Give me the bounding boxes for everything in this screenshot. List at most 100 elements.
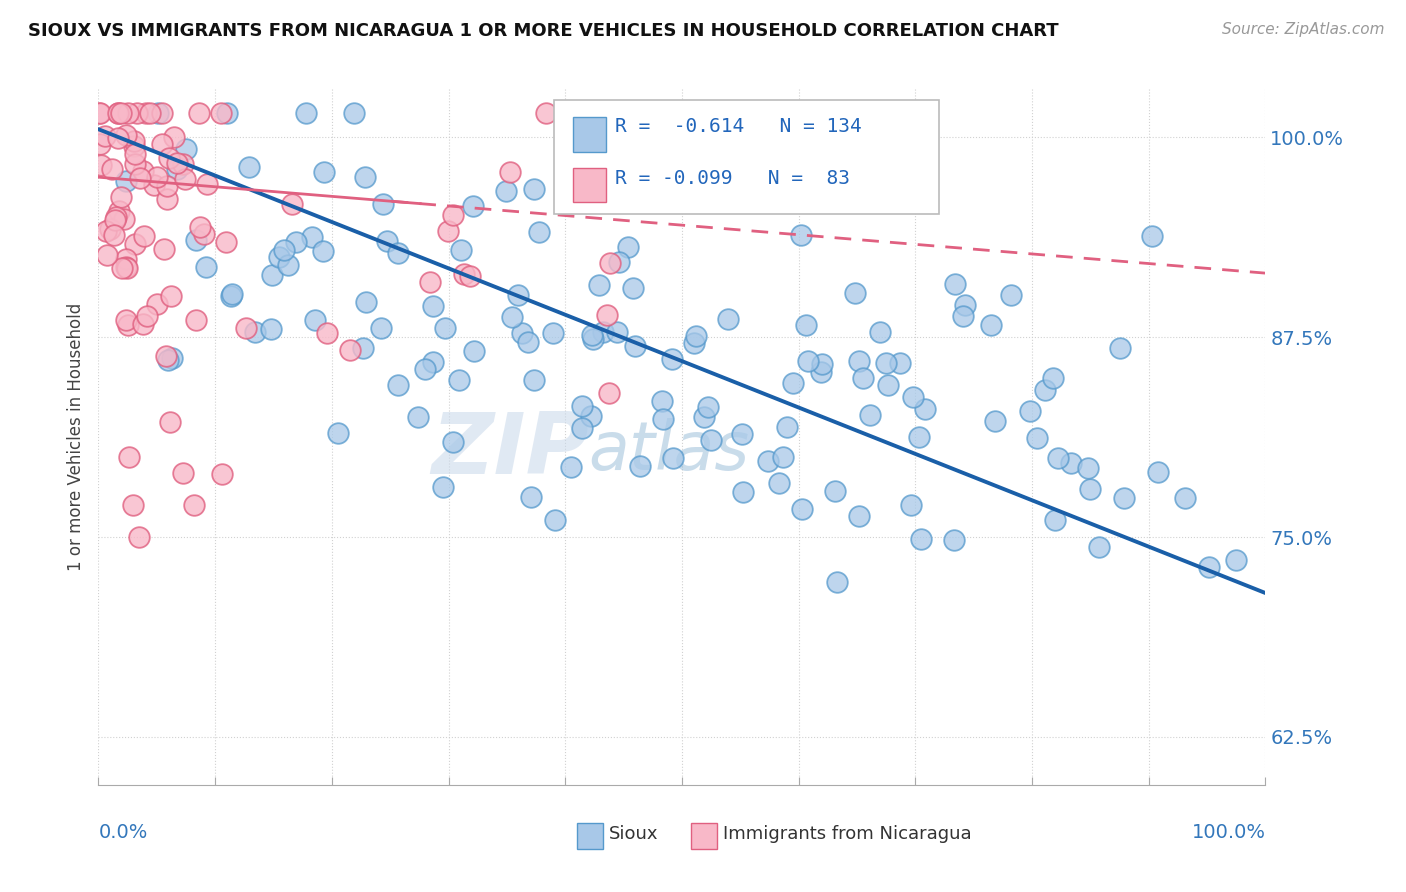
- Point: [811, 357, 834, 371]
- Point: [148, 106, 170, 120]
- Point: [280, 196, 302, 211]
- Point: [107, 130, 129, 145]
- Point: [132, 163, 155, 178]
- Point: [118, 450, 141, 464]
- Point: [495, 184, 517, 198]
- Point: [215, 235, 238, 249]
- Point: [598, 385, 620, 400]
- Point: [190, 220, 212, 235]
- Point: [235, 321, 257, 335]
- Text: Immigrants from Nicaragua: Immigrants from Nicaragua: [723, 825, 972, 843]
- FancyBboxPatch shape: [574, 117, 606, 152]
- Point: [146, 297, 169, 311]
- Point: [520, 490, 543, 504]
- Point: [128, 530, 150, 544]
- Point: [150, 106, 173, 120]
- Point: [129, 171, 152, 186]
- Point: [980, 318, 1002, 333]
- Point: [907, 430, 929, 444]
- Point: [790, 502, 813, 516]
- Text: R = -0.099   N =  83: R = -0.099 N = 83: [616, 169, 851, 188]
- Point: [93, 129, 115, 144]
- Point: [914, 402, 936, 417]
- Point: [94, 224, 117, 238]
- Point: [135, 106, 157, 120]
- FancyBboxPatch shape: [574, 168, 606, 202]
- Point: [661, 351, 683, 366]
- Point: [104, 213, 127, 227]
- Point: [441, 208, 464, 222]
- Point: [592, 325, 614, 339]
- Point: [685, 329, 707, 343]
- Point: [370, 321, 392, 335]
- Point: [262, 268, 284, 282]
- Point: [105, 210, 128, 224]
- Point: [943, 533, 966, 547]
- Point: [139, 106, 162, 120]
- Point: [859, 409, 882, 423]
- Point: [599, 256, 621, 270]
- Point: [353, 169, 375, 184]
- Point: [315, 326, 337, 340]
- Point: [160, 289, 183, 303]
- Point: [110, 190, 132, 204]
- Point: [117, 318, 139, 333]
- Point: [375, 234, 398, 248]
- Point: [501, 310, 523, 324]
- Point: [114, 211, 136, 226]
- Point: [219, 289, 242, 303]
- Point: [772, 450, 794, 464]
- Point: [789, 228, 811, 243]
- Point: [127, 106, 149, 120]
- Text: SIOUX VS IMMIGRANTS FROM NICARAGUA 1 OR MORE VEHICLES IN HOUSEHOLD CORRELATION C: SIOUX VS IMMIGRANTS FROM NICARAGUA 1 OR …: [28, 22, 1059, 40]
- Point: [651, 412, 673, 426]
- Point: [183, 498, 205, 512]
- Point: [824, 483, 846, 498]
- Point: [124, 157, 146, 171]
- Point: [852, 370, 875, 384]
- Point: [166, 156, 188, 170]
- Point: [114, 313, 136, 327]
- Point: [756, 453, 779, 467]
- Point: [114, 128, 136, 142]
- Point: [277, 258, 299, 272]
- Point: [188, 106, 211, 120]
- Point: [101, 162, 124, 177]
- Point: [943, 277, 966, 292]
- Point: [731, 485, 754, 500]
- FancyBboxPatch shape: [554, 100, 939, 214]
- Point: [157, 151, 180, 165]
- Point: [1225, 553, 1247, 567]
- Point: [387, 377, 409, 392]
- Point: [301, 229, 323, 244]
- Point: [115, 174, 138, 188]
- Point: [387, 246, 409, 260]
- Point: [115, 260, 138, 275]
- Point: [155, 179, 177, 194]
- Point: [406, 409, 429, 424]
- Point: [797, 354, 820, 368]
- Point: [731, 427, 754, 442]
- Point: [1018, 404, 1040, 418]
- Point: [1042, 371, 1064, 385]
- Point: [782, 376, 804, 390]
- Point: [215, 106, 238, 120]
- Point: [461, 199, 484, 213]
- Point: [506, 288, 529, 302]
- Point: [132, 228, 155, 243]
- Point: [312, 165, 335, 179]
- Point: [1047, 451, 1070, 466]
- Point: [422, 354, 444, 368]
- Point: [844, 286, 866, 301]
- Point: [516, 334, 538, 349]
- Point: [825, 574, 848, 589]
- Point: [1077, 460, 1099, 475]
- Text: R =  -0.614   N = 134: R = -0.614 N = 134: [616, 118, 862, 136]
- Point: [651, 393, 673, 408]
- Point: [432, 480, 454, 494]
- Point: [571, 421, 593, 435]
- Point: [124, 146, 146, 161]
- FancyBboxPatch shape: [692, 822, 717, 849]
- Point: [607, 255, 630, 269]
- Point: [628, 458, 651, 473]
